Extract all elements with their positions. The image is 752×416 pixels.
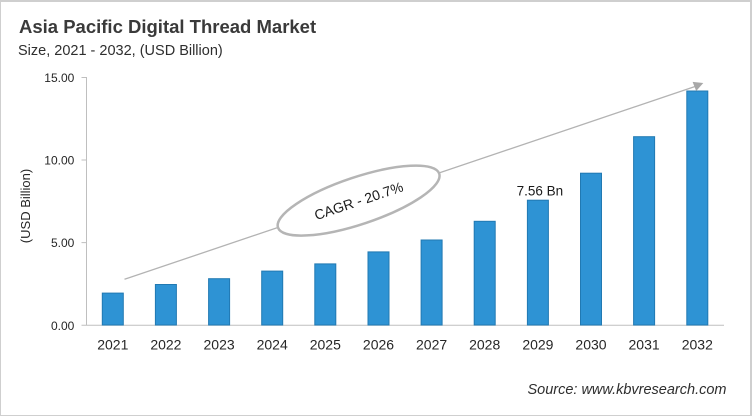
svg-text:2021: 2021 <box>97 337 128 353</box>
svg-text:2029: 2029 <box>522 337 553 353</box>
svg-text:2031: 2031 <box>629 337 660 353</box>
svg-text:2024: 2024 <box>257 337 288 353</box>
svg-text:2022: 2022 <box>150 337 181 353</box>
svg-text:2023: 2023 <box>204 337 235 353</box>
svg-text:(USD Billion): (USD Billion) <box>18 169 33 243</box>
svg-text:2032: 2032 <box>682 337 713 353</box>
svg-text:2027: 2027 <box>416 337 447 353</box>
svg-text:2025: 2025 <box>310 337 341 353</box>
svg-text:5.00: 5.00 <box>51 236 75 250</box>
svg-text:2026: 2026 <box>363 337 394 353</box>
svg-text:2028: 2028 <box>469 337 500 353</box>
svg-text:0.00: 0.00 <box>51 319 75 333</box>
svg-text:7.56 Bn: 7.56 Bn <box>517 183 564 198</box>
svg-text:2030: 2030 <box>575 337 606 353</box>
svg-text:10.00: 10.00 <box>44 154 74 168</box>
svg-text:15.00: 15.00 <box>44 71 74 85</box>
